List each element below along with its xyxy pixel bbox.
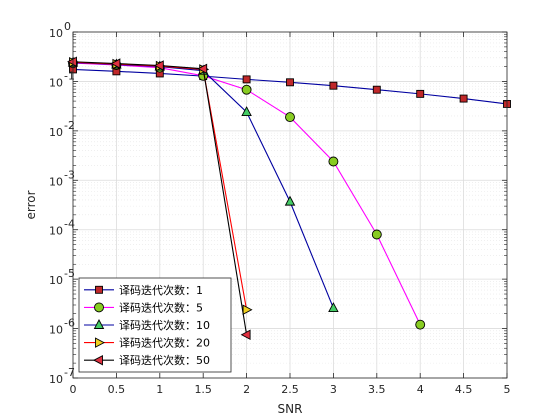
y-tick-base: 10 <box>49 274 63 287</box>
y-tick-label: 10-4 <box>49 218 75 238</box>
legend-item: 译码迭代次数：1 <box>84 283 203 297</box>
x-tick-label: 3 <box>330 383 337 396</box>
y-tick-label: 10-2 <box>49 119 75 139</box>
legend-marker <box>95 337 105 348</box>
y-tick-label: 10-1 <box>49 69 75 89</box>
x-tick-label: 0 <box>70 383 77 396</box>
legend-label: 译码迭代次数：1 <box>119 283 203 297</box>
legend-item: 译码迭代次数：10 <box>84 318 210 332</box>
x-tick-label: 2.5 <box>281 383 299 396</box>
series-5 <box>67 56 251 340</box>
y-tick-exponent: 0 <box>64 20 71 33</box>
legend-marker <box>93 354 103 366</box>
series-1-point <box>286 78 294 87</box>
y-tick-label: 10-6 <box>49 317 75 337</box>
series-2-point <box>241 84 252 95</box>
y-tick-label: 100 <box>49 20 71 40</box>
y-axis-label: error <box>24 190 38 219</box>
y-tick-label: 10-5 <box>49 267 75 287</box>
y-tick-base: 10 <box>49 126 63 139</box>
series-1-point <box>242 75 251 84</box>
y-tick-base: 10 <box>49 76 63 89</box>
series-5-point <box>240 329 251 340</box>
series-4-point <box>242 304 253 316</box>
ticks <box>72 31 508 379</box>
legend: 译码迭代次数：1 译码迭代次数：5 译码迭代次数：10 译码迭代次数：20 译码迭代次数… <box>78 277 232 373</box>
x-tick-label: 4.5 <box>455 383 473 396</box>
series-5-point <box>67 56 77 68</box>
series-3-point <box>328 302 339 313</box>
y-tick-base: 10 <box>49 373 63 386</box>
series-2-point <box>415 319 426 330</box>
legend-marker <box>93 319 105 329</box>
x-axis-label: SNR <box>278 402 303 416</box>
series-1-point <box>372 85 381 94</box>
y-tick-base: 10 <box>49 27 63 40</box>
y-tick-exponent: -3 <box>64 168 75 181</box>
x-tick-label: 0.5 <box>108 383 126 396</box>
legend-label: 译码迭代次数：20 <box>119 336 210 350</box>
series-3-point <box>241 106 252 117</box>
series-3-point <box>284 195 296 206</box>
legend-marker <box>94 302 104 313</box>
y-tick-exponent: -7 <box>64 366 75 379</box>
x-tick-label: 3.5 <box>368 383 386 396</box>
x-tick-label: 1 <box>156 383 163 396</box>
x-tick-label: 2 <box>243 383 250 396</box>
y-tick-base: 10 <box>49 225 63 238</box>
y-tick-exponent: -2 <box>64 119 75 132</box>
legend-label: 译码迭代次数：5 <box>119 300 203 314</box>
y-tick-label: 10-3 <box>49 168 75 188</box>
series-2-point <box>285 112 295 123</box>
x-tick-label: 5 <box>504 383 511 396</box>
y-tick-exponent: -4 <box>64 218 75 231</box>
legend-item: 译码迭代次数：20 <box>84 336 210 350</box>
legend-label: 译码迭代次数：10 <box>119 318 210 332</box>
x-tick-labels: 0 0.5 1 1.5 2 2.5 3 3.5 4 4.5 5 <box>70 383 511 396</box>
series-5-point <box>197 63 208 75</box>
series-1 <box>69 65 511 108</box>
series-1-point <box>329 81 338 90</box>
series-5-point <box>153 60 164 71</box>
y-tick-label: 10-7 <box>49 366 75 386</box>
series-2-point <box>371 229 382 240</box>
series-5-point <box>110 58 121 69</box>
legend-item: 译码迭代次数：5 <box>84 300 203 314</box>
legend-item: 译码迭代次数：50 <box>84 353 210 367</box>
y-tick-base: 10 <box>49 175 63 188</box>
x-tick-label: 4 <box>417 383 424 396</box>
x-tick-label: 1.5 <box>194 383 212 396</box>
series-1-point <box>459 94 468 103</box>
series-1-point <box>416 89 425 98</box>
legend-marker <box>95 285 103 294</box>
series-2-point <box>328 156 339 167</box>
y-tick-exponent: -6 <box>64 317 75 330</box>
legend-label: 译码迭代次数：50 <box>119 353 210 367</box>
series-layer <box>67 56 511 340</box>
y-tick-exponent: -5 <box>64 267 75 280</box>
y-tick-exponent: -1 <box>64 69 75 82</box>
y-tick-base: 10 <box>49 324 63 337</box>
